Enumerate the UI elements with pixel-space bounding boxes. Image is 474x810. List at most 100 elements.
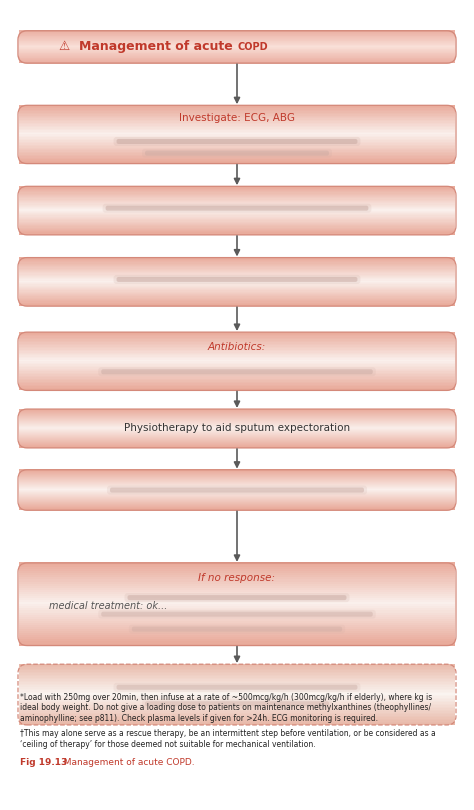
Bar — [19, 639, 455, 642]
Bar — [19, 700, 455, 702]
Bar — [19, 38, 455, 40]
Bar — [19, 134, 455, 136]
Bar — [19, 423, 455, 424]
Bar — [19, 36, 455, 38]
Bar — [19, 371, 455, 373]
Bar — [19, 708, 455, 710]
Bar — [19, 118, 455, 120]
Bar — [19, 349, 455, 351]
Bar — [19, 33, 455, 35]
Bar — [19, 382, 455, 383]
Bar — [19, 190, 455, 193]
Bar — [19, 503, 455, 504]
Bar — [19, 280, 455, 282]
Bar — [19, 109, 455, 111]
Bar — [19, 261, 455, 262]
FancyBboxPatch shape — [129, 625, 345, 633]
Bar — [19, 387, 455, 389]
Bar — [19, 618, 455, 620]
Bar — [19, 484, 455, 486]
Bar — [19, 573, 455, 575]
Bar — [19, 430, 455, 432]
Bar — [19, 300, 455, 301]
FancyBboxPatch shape — [114, 275, 360, 284]
Bar — [19, 290, 455, 292]
Bar — [19, 44, 455, 45]
Bar — [19, 159, 455, 160]
Bar — [19, 274, 455, 275]
Bar — [19, 684, 455, 685]
Bar — [19, 233, 455, 235]
Bar — [19, 441, 455, 442]
Bar — [19, 352, 455, 354]
Bar — [19, 269, 455, 271]
FancyBboxPatch shape — [101, 369, 373, 374]
Bar — [19, 226, 455, 228]
Text: medical treatment: ok...: medical treatment: ok... — [49, 601, 167, 611]
Bar — [19, 195, 455, 198]
Bar — [19, 594, 455, 596]
Bar — [19, 565, 455, 567]
Bar — [19, 509, 455, 510]
Bar — [19, 34, 455, 36]
Bar — [19, 505, 455, 507]
Bar — [19, 606, 455, 608]
Bar — [19, 212, 455, 215]
Bar — [19, 229, 455, 232]
FancyBboxPatch shape — [142, 148, 332, 158]
Bar — [19, 338, 455, 339]
Bar — [19, 591, 455, 594]
Bar — [19, 347, 455, 350]
Bar — [19, 671, 455, 673]
Bar — [19, 39, 455, 41]
Bar — [19, 228, 455, 230]
Bar — [19, 296, 455, 297]
Bar — [19, 121, 455, 123]
Bar — [19, 59, 455, 61]
Bar — [19, 631, 455, 633]
Bar — [19, 45, 455, 47]
Bar — [19, 126, 455, 129]
Text: If no response:: If no response: — [199, 573, 275, 583]
Bar — [19, 302, 455, 304]
Bar — [19, 469, 455, 471]
Bar — [19, 703, 455, 706]
Bar — [19, 36, 455, 37]
Bar — [19, 279, 455, 280]
Bar — [19, 377, 455, 379]
Bar — [19, 199, 455, 201]
Bar — [19, 157, 455, 160]
Bar — [19, 420, 455, 422]
Bar — [19, 421, 455, 423]
Bar — [19, 446, 455, 448]
Bar — [19, 146, 455, 147]
Bar — [19, 217, 455, 220]
Bar — [19, 412, 455, 414]
Bar — [19, 480, 455, 482]
Bar — [19, 232, 455, 233]
Bar — [19, 56, 455, 58]
Bar — [19, 446, 455, 447]
Bar — [19, 268, 455, 270]
Bar — [19, 667, 455, 669]
Bar — [19, 40, 455, 42]
Bar — [19, 488, 455, 489]
Text: Management of acute COPD.: Management of acute COPD. — [58, 758, 195, 767]
Bar — [19, 705, 455, 706]
Bar — [19, 497, 455, 498]
Bar — [19, 508, 455, 509]
FancyBboxPatch shape — [145, 151, 329, 156]
Bar — [19, 471, 455, 473]
Bar — [19, 501, 455, 502]
Bar — [19, 113, 455, 116]
Bar — [19, 144, 455, 146]
Bar — [19, 603, 455, 607]
Bar — [19, 487, 455, 488]
FancyBboxPatch shape — [132, 627, 342, 632]
Bar — [19, 143, 455, 145]
Bar — [19, 364, 455, 365]
Bar — [19, 32, 455, 34]
Bar — [19, 424, 455, 425]
Bar — [19, 476, 455, 478]
Bar — [19, 207, 455, 208]
